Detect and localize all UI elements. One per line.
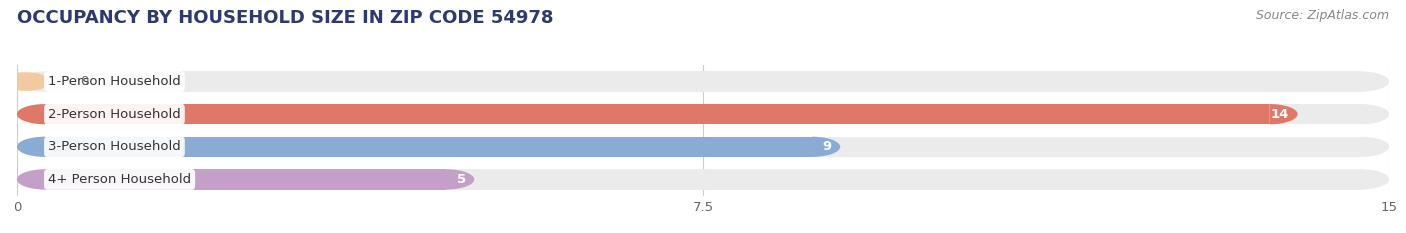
Text: 3-Person Household: 3-Person Household (48, 140, 181, 153)
Wedge shape (446, 169, 474, 189)
Bar (45, 137, 811, 157)
Wedge shape (17, 137, 45, 157)
Text: 9: 9 (823, 140, 832, 153)
Wedge shape (17, 169, 45, 189)
Wedge shape (1361, 72, 1389, 92)
Text: OCCUPANCY BY HOUSEHOLD SIZE IN ZIP CODE 54978: OCCUPANCY BY HOUSEHOLD SIZE IN ZIP CODE … (17, 9, 554, 27)
Text: 14: 14 (1271, 108, 1289, 121)
Wedge shape (1270, 104, 1298, 124)
Wedge shape (1361, 104, 1389, 124)
Wedge shape (17, 72, 45, 92)
Bar (45, 104, 1270, 124)
Bar (45, 169, 1361, 189)
Bar (45, 169, 446, 189)
Text: 0: 0 (80, 75, 89, 88)
Wedge shape (17, 104, 45, 124)
Circle shape (1, 73, 49, 90)
Text: 2-Person Household: 2-Person Household (48, 108, 181, 121)
Wedge shape (17, 104, 45, 124)
Text: 5: 5 (457, 173, 465, 186)
Bar (45, 72, 1361, 92)
Text: Source: ZipAtlas.com: Source: ZipAtlas.com (1256, 9, 1389, 22)
Text: 4+ Person Household: 4+ Person Household (48, 173, 191, 186)
Wedge shape (17, 137, 45, 157)
Wedge shape (17, 169, 45, 189)
Text: 1-Person Household: 1-Person Household (48, 75, 181, 88)
Wedge shape (1361, 169, 1389, 189)
Bar (45, 104, 1361, 124)
Wedge shape (1361, 137, 1389, 157)
Wedge shape (811, 137, 841, 157)
Bar (45, 137, 1361, 157)
